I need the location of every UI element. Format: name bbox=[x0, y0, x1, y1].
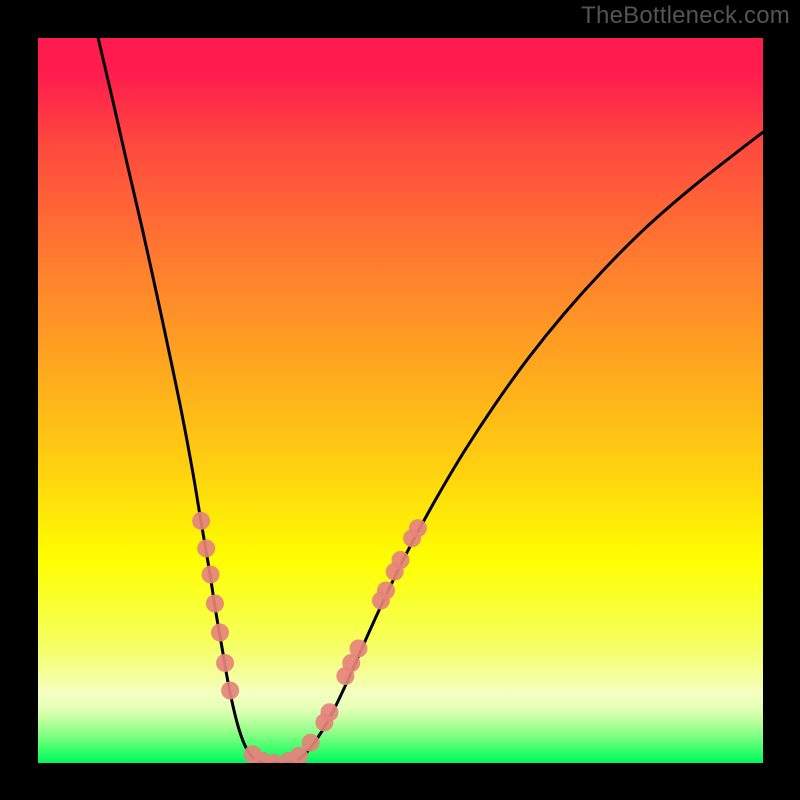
data-marker bbox=[409, 519, 427, 537]
data-marker bbox=[221, 682, 239, 700]
data-marker bbox=[349, 639, 367, 657]
data-marker bbox=[206, 595, 224, 613]
data-marker bbox=[192, 512, 210, 530]
data-marker bbox=[211, 624, 229, 642]
data-marker bbox=[216, 654, 234, 672]
data-marker bbox=[202, 566, 220, 584]
data-marker bbox=[392, 551, 410, 569]
data-marker bbox=[320, 703, 338, 721]
data-marker bbox=[197, 539, 215, 557]
data-marker bbox=[377, 581, 395, 599]
data-marker bbox=[302, 734, 320, 752]
gradient-background bbox=[38, 38, 763, 763]
figure-canvas: TheBottleneck.com bbox=[0, 0, 800, 800]
bottleneck-chart bbox=[38, 38, 763, 763]
watermark-text: TheBottleneck.com bbox=[581, 2, 790, 30]
